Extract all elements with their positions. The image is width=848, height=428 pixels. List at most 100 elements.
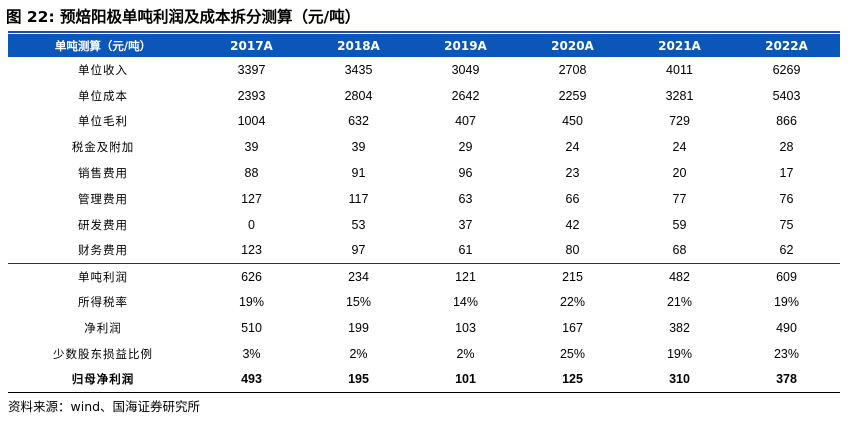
table-cell: 2804	[344, 88, 373, 103]
table-cell: 117	[348, 191, 369, 206]
table-cell: 76	[779, 191, 794, 206]
title-divider	[8, 31, 840, 33]
table-cell: 2708	[558, 62, 587, 77]
table-cell: 121	[412, 262, 519, 290]
header-label: 单吨测算（元/吨）	[54, 38, 152, 53]
source-note: 资料来源：wind、国海证券研究所	[8, 399, 201, 414]
table-cell: 101	[412, 366, 519, 393]
cost-breakdown-table: 单吨测算（元/吨） 2017A 2018A 2019A 2020A 2021A …	[8, 34, 840, 393]
table-cell: 77	[672, 191, 687, 206]
table-row: 少数股东损益比例 3% 2% 2% 25% 19% 23%	[8, 341, 840, 367]
figure-title: 图 22: 预焙阳极单吨利润及成本拆分测算（元/吨）	[6, 8, 361, 26]
table-cell: 2%	[349, 346, 368, 361]
table-row: 单位毛利 1004 632 407 450 729 866	[8, 109, 840, 135]
table-cell: 3281	[665, 88, 694, 103]
table-cell: 23%	[773, 346, 800, 361]
table-cell: 75	[779, 217, 794, 232]
year-header: 2017A	[230, 38, 273, 53]
table-cell: 17	[779, 166, 794, 181]
table-cell: 195	[305, 366, 412, 393]
table-cell: 66	[565, 191, 580, 206]
table-cell: 2259	[558, 88, 587, 103]
table-cell: 2%	[456, 346, 475, 361]
year-header: 2018A	[337, 38, 380, 53]
table-row: 归母净利润 493 195 101 125 310 378	[8, 366, 840, 393]
table-cell: 23	[565, 166, 580, 181]
year-header: 2020A	[551, 38, 594, 53]
table-cell: 53	[351, 217, 366, 232]
table-cell: 450	[562, 114, 583, 129]
row-label: 研发费用	[78, 217, 128, 232]
table-cell: 14%	[452, 295, 479, 310]
table-cell: 20	[672, 166, 687, 181]
table-cell: 199	[348, 320, 369, 335]
table-cell: 125	[519, 366, 626, 393]
table-cell: 24	[672, 140, 687, 155]
table-cell: 215	[519, 262, 626, 290]
row-label: 财务费用	[78, 243, 128, 258]
row-label: 少数股东损益比例	[53, 346, 153, 361]
table-cell: 103	[455, 320, 476, 335]
table-cell: 3%	[242, 346, 261, 361]
row-label: 归母净利润	[8, 366, 198, 393]
row-label: 销售费用	[78, 166, 128, 181]
table-row: 所得税率 19% 15% 14% 22% 21% 19%	[8, 289, 840, 315]
table-cell: 3397	[237, 62, 266, 77]
table-cell: 80	[565, 243, 580, 258]
table-cell: 632	[348, 114, 369, 129]
table-cell: 0	[248, 217, 255, 232]
table-cell: 91	[351, 166, 366, 181]
table-cell: 42	[565, 217, 580, 232]
table-cell: 127	[241, 191, 262, 206]
row-label: 管理费用	[78, 191, 128, 206]
table-cell: 62	[779, 243, 794, 258]
table-row: 财务费用 123 97 61 80 68 62	[8, 238, 840, 264]
table-cell: 97	[351, 243, 366, 258]
table-cell: 167	[562, 320, 583, 335]
table-cell: 382	[669, 320, 690, 335]
row-label: 单位成本	[78, 88, 128, 103]
table-cell: 88	[244, 166, 259, 181]
table-cell: 626	[198, 262, 305, 290]
year-header: 2019A	[444, 38, 487, 53]
table-cell: 510	[241, 320, 262, 335]
table-cell: 59	[672, 217, 687, 232]
table-row: 管理费用 127 117 63 66 77 76	[8, 186, 840, 212]
table-cell: 68	[672, 243, 687, 258]
table-cell: 729	[669, 114, 690, 129]
table-row: 单位成本 2393 2804 2642 2259 3281 5403	[8, 83, 840, 109]
table-cell: 2642	[451, 88, 480, 103]
table-cell: 21%	[666, 295, 693, 310]
table-cell: 234	[305, 262, 412, 290]
year-header: 2022A	[765, 38, 808, 53]
table-cell: 19%	[773, 295, 800, 310]
table-cell: 61	[458, 243, 473, 258]
table-cell: 3049	[451, 62, 480, 77]
table-cell: 19%	[666, 346, 693, 361]
table-cell: 6269	[772, 62, 801, 77]
table-header-row: 单吨测算（元/吨） 2017A 2018A 2019A 2020A 2021A …	[8, 34, 840, 57]
table-cell: 407	[455, 114, 476, 129]
table-cell: 490	[776, 320, 797, 335]
table-cell: 866	[776, 114, 797, 129]
table-cell: 96	[458, 166, 473, 181]
table-row: 单吨利润 626 234 121 215 482 609	[8, 262, 840, 290]
table-cell: 4011	[666, 62, 693, 77]
table-cell: 123	[241, 243, 262, 258]
row-label: 单位毛利	[78, 114, 128, 129]
table-cell: 493	[198, 366, 305, 393]
year-header: 2021A	[658, 38, 701, 53]
row-label: 单位收入	[78, 62, 128, 77]
table-cell: 609	[733, 262, 840, 290]
table-cell: 63	[458, 191, 473, 206]
table-cell: 1004	[237, 114, 266, 129]
table-cell: 28	[779, 140, 794, 155]
table-cell: 39	[351, 140, 366, 155]
table-row: 税金及附加 39 39 29 24 24 28	[8, 134, 840, 160]
table-row: 单位收入 3397 3435 3049 2708 4011 6269	[8, 57, 840, 83]
table-row: 净利润 510 199 103 167 382 490	[8, 315, 840, 341]
row-label: 净利润	[84, 320, 122, 335]
table-cell: 19%	[238, 295, 265, 310]
table-cell: 378	[733, 366, 840, 393]
row-label: 单吨利润	[8, 262, 198, 290]
